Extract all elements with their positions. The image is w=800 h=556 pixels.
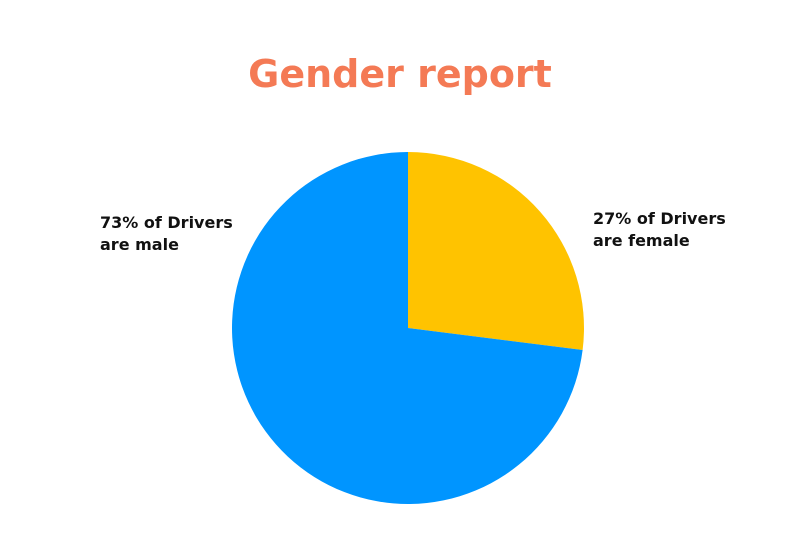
chart-title: Gender report — [248, 52, 552, 96]
pie-slice — [232, 152, 583, 505]
slice-label: 27% of Drivers are female — [593, 209, 726, 250]
pie-slice — [408, 152, 585, 351]
slice-label: 73% of Drivers are male — [100, 213, 233, 254]
